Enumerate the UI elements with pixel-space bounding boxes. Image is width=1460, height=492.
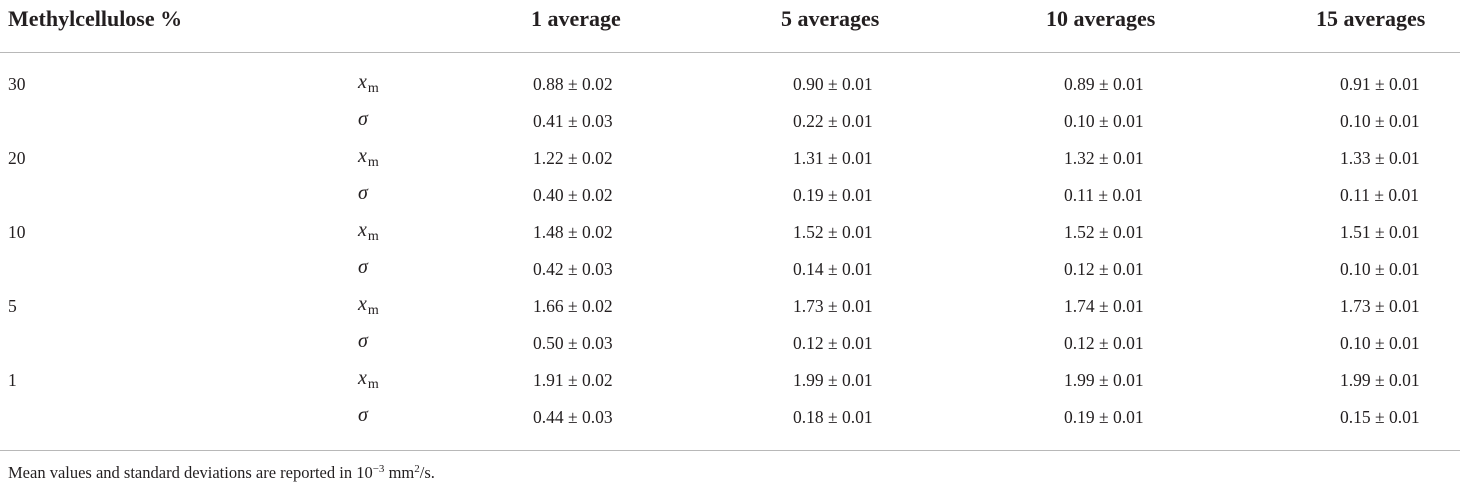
cell-value: 0.40 ± 0.02 [533, 185, 613, 205]
cell-value: 1.31 ± 0.01 [793, 148, 873, 168]
cell-value: 0.12 ± 0.01 [1064, 259, 1144, 279]
parameter-symbol: x [358, 71, 367, 93]
cell-value: 0.19 ± 0.01 [1064, 407, 1144, 427]
cell-parameter: xm [358, 145, 379, 170]
header-divider [0, 52, 1460, 53]
footnote-unit-exponent: 2 [414, 463, 420, 475]
cell-methylcellulose-percent: 30 [8, 74, 26, 94]
table-row: σ 0.41 ± 0.03 0.22 ± 0.01 0.10 ± 0.01 0.10 ±… [0, 103, 1460, 140]
cell-value: 1.73 ± 0.01 [793, 296, 873, 316]
cell-value: 0.12 ± 0.01 [1064, 333, 1144, 353]
table-row: 20 xm 1.22 ± 0.02 1.31 ± 0.01 1.32 ± 0.01 1.3… [0, 140, 1460, 177]
cell-parameter: σ [358, 108, 369, 131]
cell-value: 0.88 ± 0.02 [533, 74, 613, 94]
cell-value: 1.99 ± 0.01 [793, 370, 873, 390]
cell-value: 0.41 ± 0.03 [533, 111, 613, 131]
parameter-subscript: m [367, 303, 379, 318]
cell-value: 1.91 ± 0.02 [533, 370, 613, 390]
cell-methylcellulose-percent: 1 [8, 370, 17, 390]
parameter-symbol: σ [358, 108, 368, 130]
parameter-subscript: m [367, 81, 379, 96]
cell-value: 1.74 ± 0.01 [1064, 296, 1144, 316]
cell-value: 1.52 ± 0.01 [1064, 222, 1144, 242]
cell-parameter: xm [358, 367, 379, 392]
cell-value: 0.18 ± 0.01 [793, 407, 873, 427]
table-row: 10 xm 1.48 ± 0.02 1.52 ± 0.01 1.52 ± 0.01 1.5… [0, 214, 1460, 251]
table-footnote: Mean values and standard deviations are … [8, 463, 435, 483]
cell-value: 0.19 ± 0.01 [793, 185, 873, 205]
parameter-symbol: σ [358, 256, 368, 278]
parameter-subscript: m [367, 377, 379, 392]
footnote-exponent: −3 [372, 463, 385, 475]
cell-value: 1.32 ± 0.01 [1064, 148, 1144, 168]
cell-methylcellulose-percent: 5 [8, 296, 17, 316]
cell-value: 0.22 ± 0.01 [793, 111, 873, 131]
cell-value: 1.73 ± 0.01 [1340, 296, 1420, 316]
cell-value: 1.22 ± 0.02 [533, 148, 613, 168]
cell-parameter: σ [358, 330, 369, 353]
cell-value: 1.99 ± 0.01 [1340, 370, 1420, 390]
cell-value: 0.50 ± 0.03 [533, 333, 613, 353]
cell-parameter: xm [358, 71, 379, 96]
cell-value: 0.11 ± 0.01 [1064, 185, 1143, 205]
footnote-unit: mm [384, 463, 415, 482]
cell-methylcellulose-percent: 10 [8, 222, 26, 242]
parameter-symbol: x [358, 145, 367, 167]
table-row: 1 xm 1.91 ± 0.02 1.99 ± 0.01 1.99 ± 0.01 1.99… [0, 362, 1460, 399]
cell-value: 0.10 ± 0.01 [1340, 333, 1420, 353]
table-bottom-divider [0, 450, 1460, 451]
cell-value: 0.89 ± 0.01 [1064, 74, 1144, 94]
parameter-symbol: x [358, 293, 367, 315]
header-10-averages: 10 averages [1046, 6, 1156, 31]
table-header-row: Methylcellulose % 1 average 5 averages 1… [0, 0, 1460, 40]
cell-value: 0.15 ± 0.01 [1340, 407, 1420, 427]
header-5-averages: 5 averages [781, 6, 880, 31]
cell-methylcellulose-percent: 20 [8, 148, 26, 168]
parameter-subscript: m [367, 155, 379, 170]
cell-value: 0.91 ± 0.01 [1340, 74, 1420, 94]
cell-value: 0.11 ± 0.01 [1340, 185, 1419, 205]
footnote-unit-suffix: /s. [419, 463, 435, 482]
cell-value: 0.14 ± 0.01 [793, 259, 873, 279]
parameter-symbol: x [358, 219, 367, 241]
cell-value: 1.48 ± 0.02 [533, 222, 613, 242]
header-methylcellulose: Methylcellulose % [8, 6, 183, 31]
table-body: 30 xm 0.88 ± 0.02 0.90 ± 0.01 0.89 ± 0.01 0.9… [0, 66, 1460, 436]
cell-value: 1.33 ± 0.01 [1340, 148, 1420, 168]
table-row: 5 xm 1.66 ± 0.02 1.73 ± 0.01 1.74 ± 0.01 1.73… [0, 288, 1460, 325]
footnote-text: Mean values and standard deviations are … [8, 463, 373, 482]
cell-value: 0.90 ± 0.01 [793, 74, 873, 94]
parameter-symbol: x [358, 367, 367, 389]
cell-value: 1.66 ± 0.02 [533, 296, 613, 316]
cell-value: 0.10 ± 0.01 [1340, 259, 1420, 279]
cell-value: 1.52 ± 0.01 [793, 222, 873, 242]
cell-parameter: xm [358, 219, 379, 244]
cell-value: 0.10 ± 0.01 [1064, 111, 1144, 131]
table-row: σ 0.42 ± 0.03 0.14 ± 0.01 0.12 ± 0.01 0.10 ±… [0, 251, 1460, 288]
cell-value: 1.51 ± 0.01 [1340, 222, 1420, 242]
parameter-subscript: m [367, 229, 379, 244]
cell-parameter: σ [358, 182, 369, 205]
cell-value: 0.42 ± 0.03 [533, 259, 613, 279]
header-1-average: 1 average [531, 6, 621, 31]
cell-parameter: σ [358, 256, 369, 279]
parameter-symbol: σ [358, 182, 368, 204]
header-15-averages: 15 averages [1316, 6, 1426, 31]
cell-parameter: xm [358, 293, 379, 318]
cell-parameter: σ [358, 404, 369, 427]
parameter-symbol: σ [358, 404, 368, 426]
table-row: σ 0.44 ± 0.03 0.18 ± 0.01 0.19 ± 0.01 0.15 ±… [0, 399, 1460, 436]
cell-value: 1.99 ± 0.01 [1064, 370, 1144, 390]
cell-value: 0.44 ± 0.03 [533, 407, 613, 427]
cell-value: 0.10 ± 0.01 [1340, 111, 1420, 131]
cell-value: 0.12 ± 0.01 [793, 333, 873, 353]
table-row: σ 0.50 ± 0.03 0.12 ± 0.01 0.12 ± 0.01 0.10 ±… [0, 325, 1460, 362]
parameter-symbol: σ [358, 330, 368, 352]
table-row: 30 xm 0.88 ± 0.02 0.90 ± 0.01 0.89 ± 0.01 0.9… [0, 66, 1460, 103]
table-row: σ 0.40 ± 0.02 0.19 ± 0.01 0.11 ± 0.01 0.11 ±… [0, 177, 1460, 214]
